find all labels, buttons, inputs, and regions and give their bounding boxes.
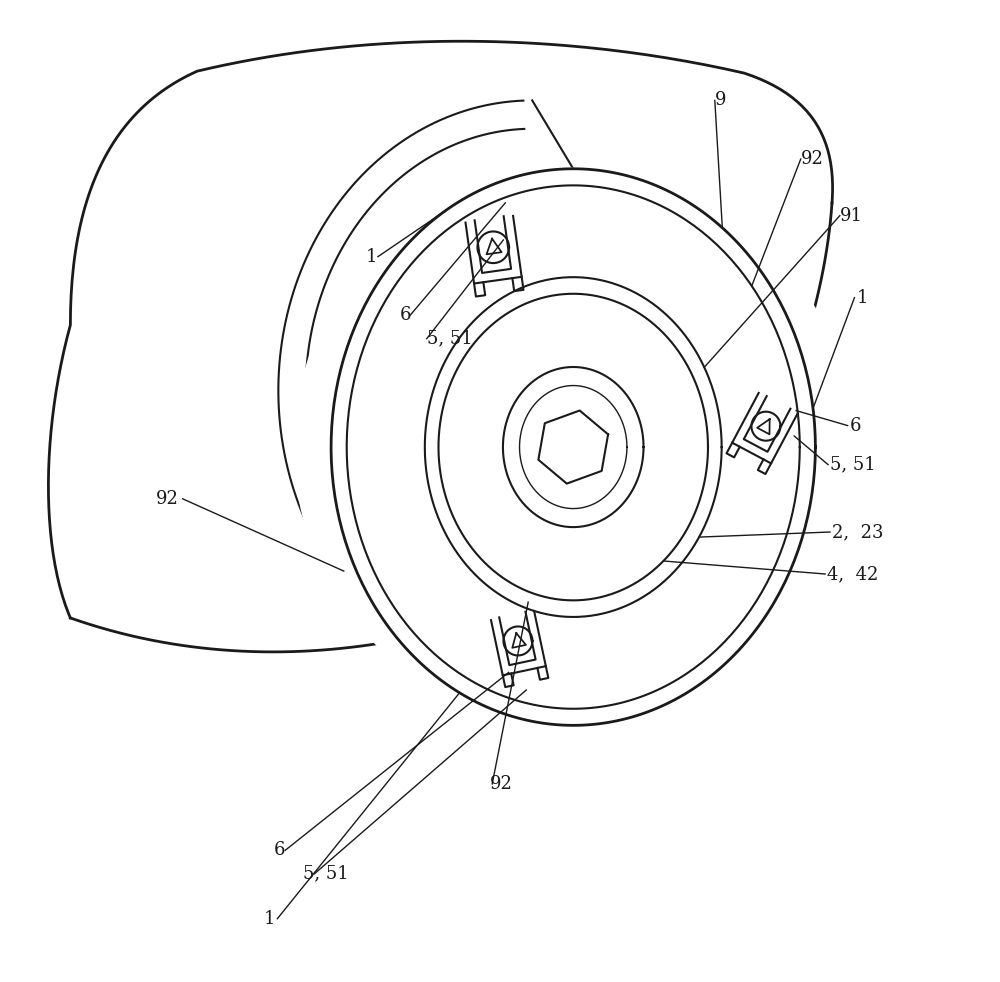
Text: 5, 51: 5, 51 xyxy=(830,456,876,473)
Text: 4,  42: 4, 42 xyxy=(827,565,878,583)
Text: 92: 92 xyxy=(490,775,513,792)
Text: 6: 6 xyxy=(399,306,411,324)
Text: 92: 92 xyxy=(801,150,824,168)
Text: 91: 91 xyxy=(840,206,863,225)
Text: 6: 6 xyxy=(850,416,861,435)
Text: 1: 1 xyxy=(264,909,275,928)
Text: 92: 92 xyxy=(156,490,179,508)
Text: 9: 9 xyxy=(715,91,726,109)
Text: 6: 6 xyxy=(273,842,285,859)
Text: 2,  23: 2, 23 xyxy=(832,523,883,541)
Text: 1: 1 xyxy=(856,289,868,306)
Text: 1: 1 xyxy=(365,247,377,266)
Text: 5, 51: 5, 51 xyxy=(303,865,349,883)
Text: 5, 51: 5, 51 xyxy=(427,330,473,348)
Circle shape xyxy=(294,168,852,726)
